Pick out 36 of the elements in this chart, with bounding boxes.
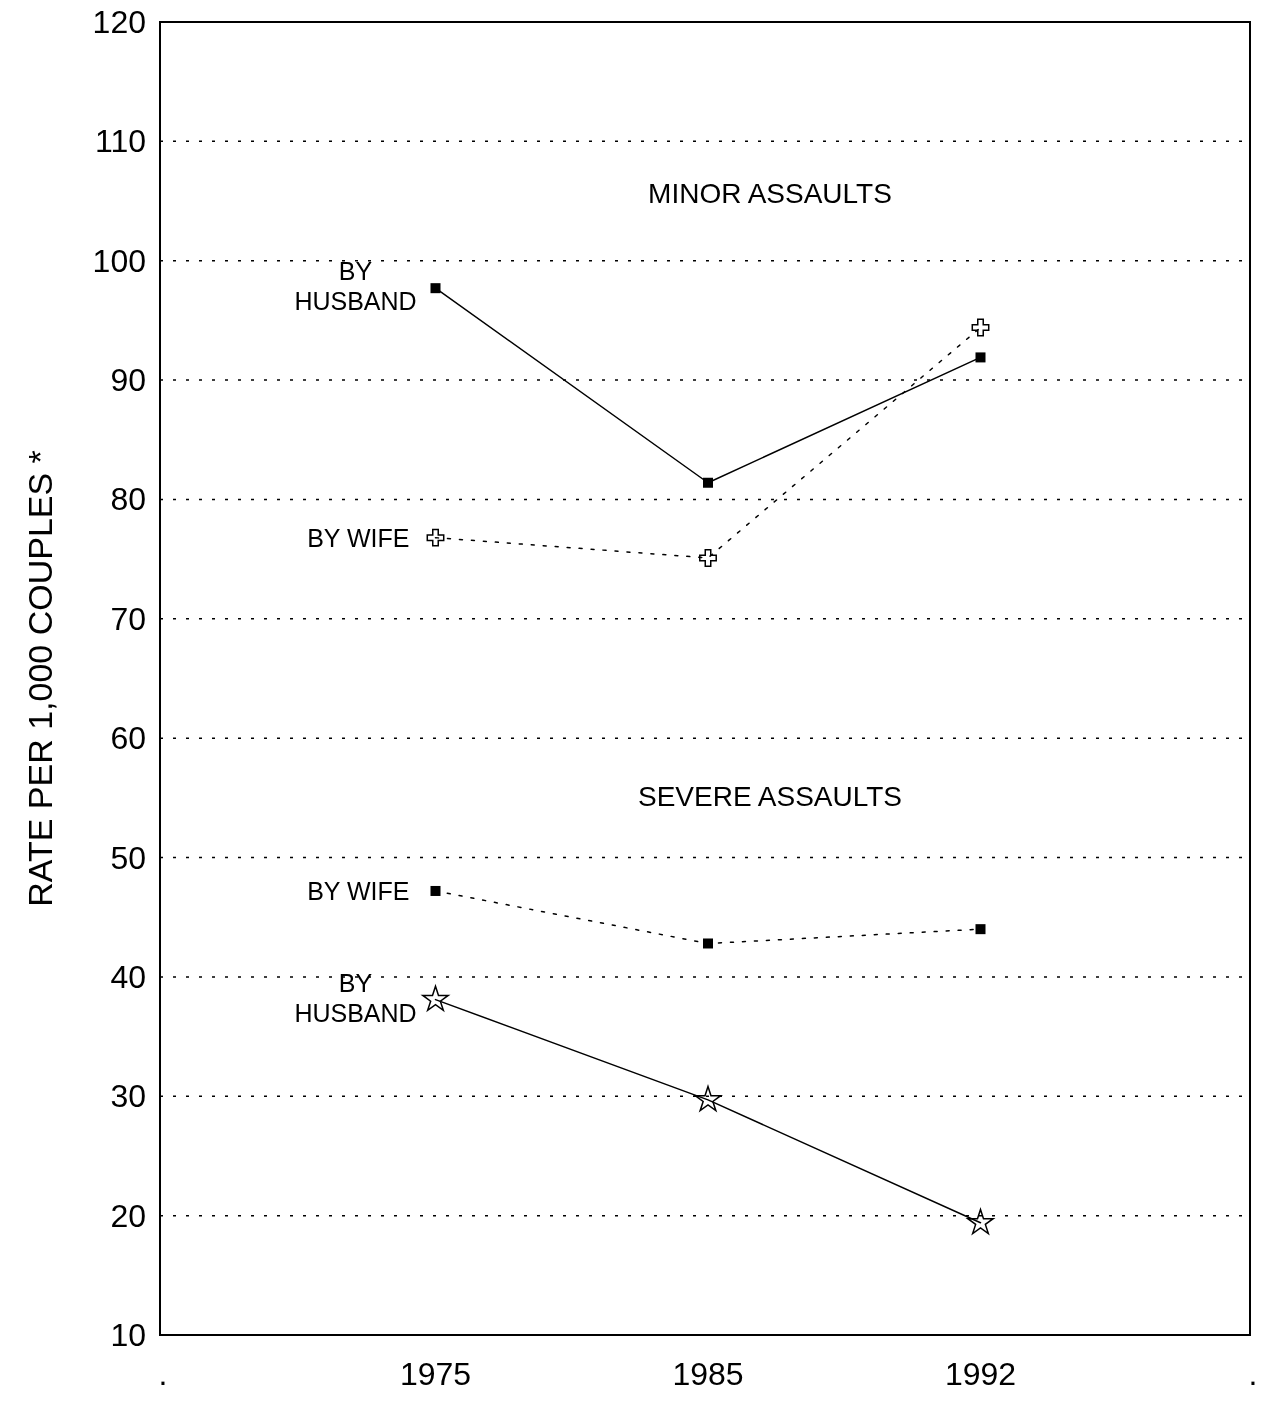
series-label: BY HUSBAND xyxy=(294,968,417,1027)
x-tick-label: 1975 xyxy=(399,1356,472,1392)
y-tick-label: 60 xyxy=(110,720,146,757)
y-tick-label: 80 xyxy=(110,481,146,518)
point xyxy=(430,283,441,294)
y-tick-label: 40 xyxy=(110,958,146,995)
x-tick-label: 1985 xyxy=(672,1356,744,1392)
y-tick-label: 90 xyxy=(110,362,146,399)
x-tick-label: . xyxy=(1248,1356,1258,1392)
y-tick-label: 20 xyxy=(110,1197,146,1234)
y-tick-label: 30 xyxy=(110,1078,146,1115)
point xyxy=(422,985,449,1012)
point xyxy=(967,1208,994,1235)
series-label: BY WIFE xyxy=(307,523,410,552)
y-axis-title: RATE PER 1,000 COUPLES * xyxy=(21,450,59,907)
point xyxy=(426,528,445,547)
x-tick-label: 1992 xyxy=(944,1356,1017,1392)
annotation: MINOR ASSAULTS xyxy=(648,178,892,210)
point xyxy=(703,938,713,949)
series-label: BY HUSBAND xyxy=(294,257,417,316)
y-tick-label: 10 xyxy=(110,1317,146,1353)
point xyxy=(975,924,986,935)
y-tick-label: 110 xyxy=(94,123,146,160)
y-tick-label: 120 xyxy=(92,4,146,40)
point xyxy=(975,352,986,363)
x-tick-label: . xyxy=(158,1356,168,1392)
point xyxy=(430,885,441,896)
series-label: BY WIFE xyxy=(307,876,410,905)
point xyxy=(699,548,717,567)
y-tick-label: 70 xyxy=(110,600,146,637)
point xyxy=(703,477,713,488)
point xyxy=(971,318,990,337)
annotation: SEVERE ASSAULTS xyxy=(637,780,903,812)
y-tick-label: 100 xyxy=(92,242,146,279)
y-tick-label: 50 xyxy=(110,839,146,876)
point xyxy=(694,1085,722,1112)
